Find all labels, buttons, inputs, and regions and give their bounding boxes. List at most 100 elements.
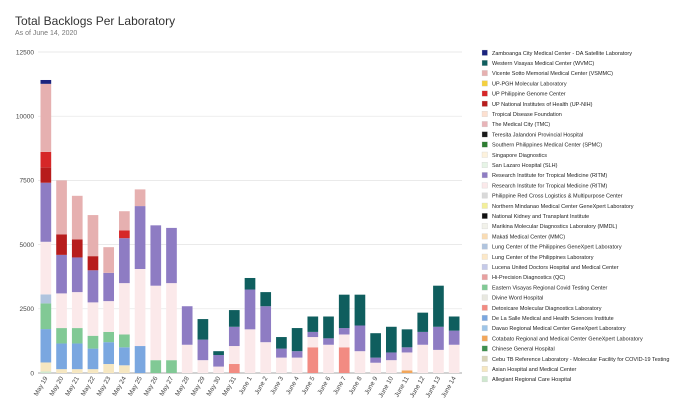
bar-segment bbox=[276, 348, 287, 358]
x-tick-label: May 20 bbox=[49, 375, 66, 397]
bar-segment bbox=[213, 355, 224, 367]
x-tick-label: June 6 bbox=[316, 375, 332, 396]
legend-swatch bbox=[481, 192, 488, 199]
legend-label: Western Visayas Medical Center (WVMC) bbox=[492, 61, 594, 67]
bar-segment bbox=[181, 344, 193, 373]
bar-segment bbox=[119, 347, 130, 366]
bar-segment bbox=[56, 343, 67, 370]
legend-swatch bbox=[481, 213, 488, 219]
legend-label: Zamboanga City Medical Center - DA Satel… bbox=[492, 51, 632, 57]
y-tick-label: 2500 bbox=[20, 306, 35, 313]
legend-swatch bbox=[481, 70, 488, 77]
bar-segment bbox=[56, 180, 67, 235]
legend-swatch bbox=[481, 162, 488, 168]
bar-segment bbox=[71, 257, 83, 293]
bar-segment bbox=[228, 310, 240, 327]
bar-segment bbox=[87, 270, 99, 303]
legend-label: Marikina Molecular Diagnostics Laborator… bbox=[492, 224, 617, 230]
bar-segment bbox=[307, 331, 319, 338]
bar-segment bbox=[71, 343, 83, 370]
bar-segment bbox=[228, 364, 240, 373]
bar-segment bbox=[385, 326, 397, 353]
bar-segment bbox=[323, 344, 334, 373]
legend-label: UP Philippine Genome Center bbox=[492, 92, 566, 98]
legend-swatch bbox=[481, 131, 488, 138]
bar-segment bbox=[291, 351, 303, 358]
bars bbox=[40, 79, 460, 373]
bar-segment bbox=[417, 331, 429, 345]
bar-segment bbox=[87, 369, 99, 373]
bar-segment bbox=[56, 234, 67, 255]
bar-segment bbox=[103, 301, 115, 332]
chart-title: Total Backlogs Per Laboratory bbox=[15, 14, 176, 28]
legend-swatch bbox=[481, 304, 488, 311]
legend-label: Eastern Visayas Regional Covid Testing C… bbox=[492, 285, 608, 291]
bar-segment bbox=[119, 211, 130, 231]
bar-segment bbox=[40, 303, 52, 330]
bar-segment bbox=[56, 369, 67, 373]
bar-segment bbox=[401, 347, 413, 353]
bar-segment bbox=[134, 206, 146, 269]
legend-label: Davao Regional Medical Center GeneXpert … bbox=[492, 326, 626, 332]
legend-label: Divine Word Hospital bbox=[492, 296, 543, 302]
legend-swatch bbox=[481, 294, 488, 301]
bar-segment bbox=[370, 333, 381, 358]
legend-label: Research Institute for Tropical Medicine… bbox=[492, 173, 607, 179]
legend-label: San Lazaro Hospital (SLH) bbox=[492, 163, 558, 169]
bar-segment bbox=[307, 337, 319, 348]
y-tick-label: 7500 bbox=[20, 178, 35, 185]
legend-swatch bbox=[481, 345, 488, 352]
x-tick-label: June 1 bbox=[238, 375, 254, 396]
bar-segment bbox=[119, 334, 130, 348]
legend-swatch bbox=[481, 182, 488, 189]
x-tick-label: June 3 bbox=[269, 375, 285, 396]
bar-segment bbox=[103, 331, 115, 343]
bar-segment bbox=[166, 360, 177, 373]
legend-label: Singapore Diagnostics bbox=[492, 153, 547, 159]
y-tick-label: 0 bbox=[30, 370, 34, 377]
legend-label: Chinese General Hospital bbox=[492, 347, 555, 353]
bar-segment bbox=[197, 360, 209, 373]
bar-segment bbox=[228, 326, 240, 347]
x-tick-label: May 31 bbox=[221, 375, 238, 397]
bar-segment bbox=[150, 360, 162, 373]
x-tick-label: May 24 bbox=[111, 375, 128, 397]
bar-segment bbox=[291, 328, 303, 352]
y-tick-label: 12500 bbox=[16, 49, 34, 56]
y-tick-label: 10000 bbox=[16, 114, 34, 121]
bar-segment bbox=[103, 247, 115, 273]
bar-segment bbox=[71, 239, 83, 258]
bar-segment bbox=[87, 256, 99, 271]
x-tick-label: May 23 bbox=[96, 375, 113, 397]
bar-segment bbox=[417, 312, 429, 332]
legend-swatch bbox=[481, 100, 488, 107]
legend-swatch bbox=[481, 315, 488, 321]
legend-swatch bbox=[481, 151, 488, 158]
legend-swatch bbox=[481, 335, 488, 342]
bar-segment bbox=[56, 254, 67, 294]
bar-segment bbox=[448, 344, 460, 373]
legend-swatch bbox=[481, 233, 488, 240]
bar-segment bbox=[71, 369, 83, 373]
legend-label: De La Salle Medical and Health Sciences … bbox=[492, 316, 614, 322]
bar-segment bbox=[244, 289, 256, 330]
bar-segment bbox=[338, 294, 350, 329]
legend-label: Lung Center of the Philippines Laborator… bbox=[492, 255, 594, 261]
bar-segment bbox=[40, 83, 52, 152]
legend-label: Hi-Precision Diagnostics (QC) bbox=[492, 275, 565, 281]
bar-segment bbox=[150, 225, 162, 286]
x-tick-label: May 22 bbox=[80, 375, 97, 397]
x-tick-label: May 19 bbox=[33, 375, 50, 397]
legend-swatch bbox=[481, 355, 488, 362]
bar-segment bbox=[119, 365, 130, 373]
x-tick-label: June 9 bbox=[364, 375, 380, 396]
bar-segment bbox=[87, 335, 99, 349]
bar-segment bbox=[323, 316, 334, 339]
bar-segment bbox=[276, 357, 287, 373]
legend-label: Allegiant Regional Care Hospital bbox=[492, 377, 571, 383]
x-tick-label: May 21 bbox=[64, 375, 81, 397]
y-tick-label: 5000 bbox=[20, 242, 35, 249]
bar-segment bbox=[213, 351, 224, 356]
legend-swatch bbox=[481, 80, 488, 87]
